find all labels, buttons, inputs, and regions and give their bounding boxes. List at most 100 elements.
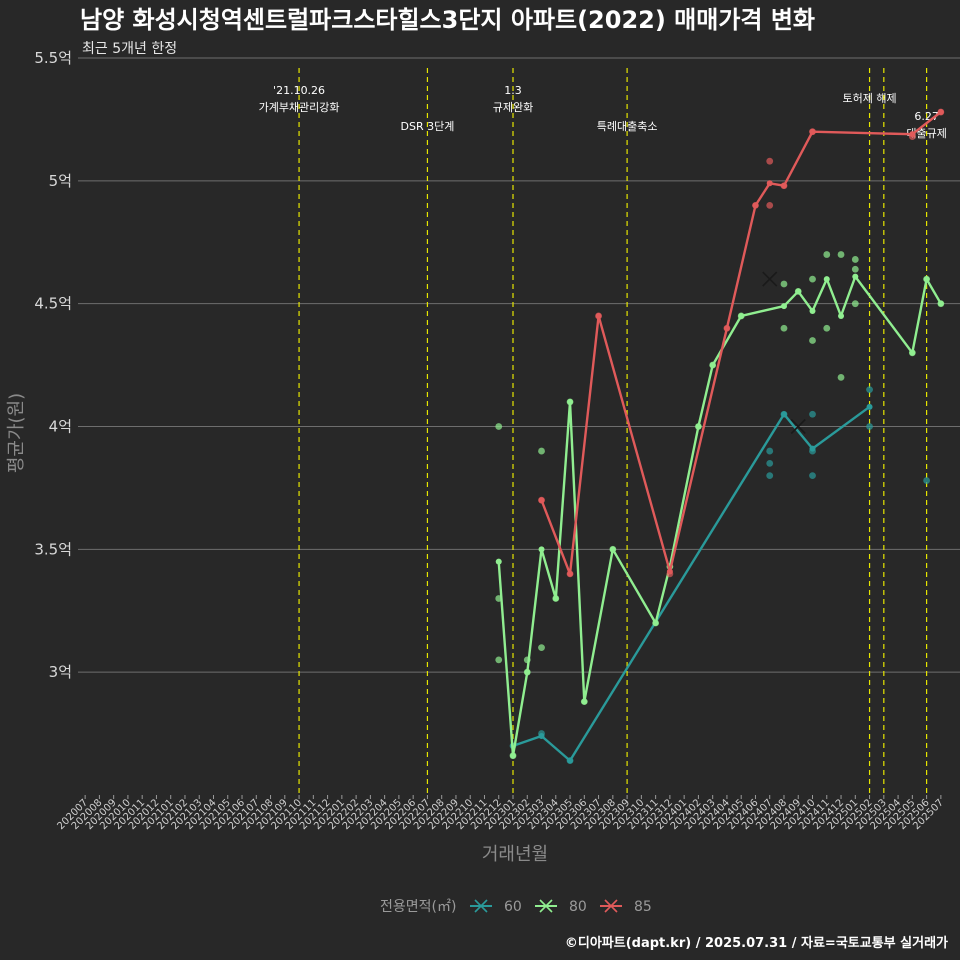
data-point — [837, 373, 845, 381]
x-marker — [790, 418, 806, 435]
line-point — [709, 362, 716, 369]
line-point — [752, 202, 759, 209]
data-point — [851, 300, 859, 308]
line-point — [524, 669, 531, 676]
data-point — [766, 157, 774, 165]
line-point — [495, 558, 502, 565]
event-label: 규제완화 — [493, 101, 533, 114]
line-point — [809, 308, 816, 315]
legend-x-marker — [539, 899, 553, 913]
event-label: 가계부채관리강화 — [259, 101, 340, 114]
y-tick-label: 4.5억 — [34, 295, 72, 313]
line-point — [595, 312, 602, 319]
x-marker — [762, 271, 778, 287]
line-point — [937, 300, 944, 307]
y-tick-label: 5.5억 — [34, 49, 72, 67]
series-line — [497, 275, 942, 757]
y-tick-label: 3억 — [49, 663, 72, 681]
event-label: DSR 3단계 — [401, 120, 455, 133]
legend: 전용면적(㎡) 60 80 85 — [380, 899, 652, 915]
data-point — [766, 459, 774, 467]
line-point — [538, 546, 545, 553]
line-point — [609, 546, 616, 553]
data-point — [809, 337, 816, 344]
data-point — [837, 251, 845, 258]
data-point — [766, 472, 774, 480]
line-point — [581, 698, 588, 705]
event-label: 1.3 — [504, 84, 522, 97]
line-point — [852, 273, 859, 280]
y-tick-label: 3.5억 — [34, 540, 72, 558]
data-point — [766, 202, 774, 209]
line-point — [652, 620, 659, 627]
series-line — [512, 405, 871, 762]
data-point — [809, 410, 816, 418]
legend-x-marker — [604, 899, 618, 913]
line-point — [809, 128, 816, 135]
y-tick-labels: 3억 3.5억 4억 4.5억 5억 5.5억 — [34, 49, 72, 681]
line-point — [866, 403, 873, 410]
y-tick-label: 5억 — [49, 172, 72, 190]
y-tick-label: 4억 — [49, 418, 72, 436]
x-tick-labels: 2020072020082020092020102020112020122021… — [55, 795, 946, 832]
y-axis-title: 평균가(원) — [6, 393, 27, 473]
line-point — [695, 423, 702, 430]
line-point — [738, 312, 745, 319]
data-point — [866, 423, 873, 430]
data-point — [851, 265, 859, 273]
chart-title: 남양 화성시청역센트럴파크스타힐스3단지 아파트(2022) 매매가격 변화 — [80, 6, 815, 34]
series-80 — [495, 251, 945, 760]
gridlines — [78, 57, 960, 673]
line-point — [510, 752, 516, 759]
chart-subtitle: 최근 5개년 한정 — [82, 41, 177, 57]
data-point — [823, 324, 831, 332]
line-point — [795, 288, 802, 295]
line-point — [780, 303, 787, 310]
legend-title: 전용면적(㎡) — [380, 899, 456, 915]
event-label: 특례대출축소 — [597, 120, 658, 133]
line-point — [552, 595, 559, 602]
line-point — [766, 180, 773, 187]
line-point — [567, 757, 574, 764]
data-point — [495, 656, 503, 664]
legend-label: 85 — [634, 899, 652, 915]
line-point — [937, 109, 944, 116]
data-point — [780, 324, 788, 332]
line-point — [923, 276, 930, 283]
line-point — [567, 398, 574, 405]
line-point — [567, 570, 574, 577]
data-point — [495, 423, 503, 430]
data-point — [780, 280, 788, 288]
x-axis-title: 거래년월 — [482, 844, 548, 865]
data-point — [809, 472, 816, 480]
legend-label: 80 — [569, 899, 587, 915]
data-point — [866, 386, 873, 394]
line-point — [538, 733, 545, 740]
data-point — [538, 447, 545, 455]
line-point — [538, 497, 545, 504]
data-point — [851, 256, 859, 263]
series-85 — [538, 108, 945, 578]
event-label: '21.10.26 — [273, 84, 325, 97]
data-point — [823, 251, 831, 258]
line-point — [780, 182, 787, 189]
line-point — [809, 445, 816, 452]
event-label: 토허제 해제 — [843, 91, 897, 105]
line-point — [909, 131, 916, 138]
data-point — [766, 447, 774, 455]
data-series — [495, 108, 945, 765]
data-point — [923, 477, 931, 484]
legend-x-marker — [474, 899, 488, 913]
chart-caption: ©디아파트(dapt.kr) / 2025.07.31 / 자료=국토교통부 실… — [565, 935, 948, 951]
legend-label: 60 — [504, 899, 522, 915]
line-point — [823, 276, 830, 283]
data-point — [538, 644, 545, 651]
line-point — [909, 349, 916, 356]
line-point — [780, 411, 787, 418]
line-point — [723, 325, 730, 332]
data-point — [809, 275, 816, 283]
line-point — [838, 312, 845, 319]
line-point — [666, 568, 673, 575]
